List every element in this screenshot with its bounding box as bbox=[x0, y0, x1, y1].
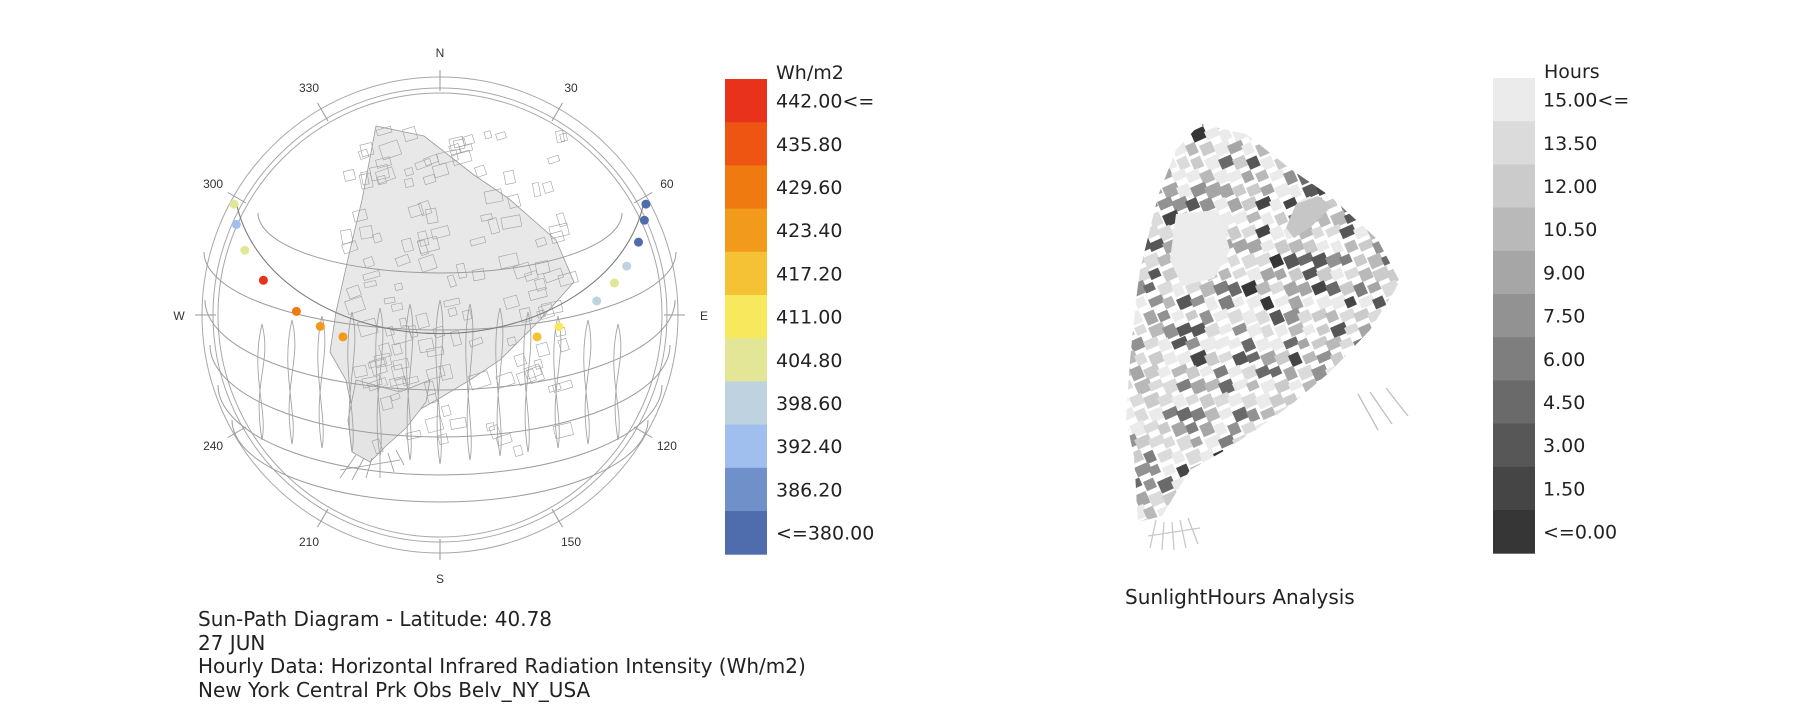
caption-line-title: Sun-Path Diagram - Latitude: 40.78 bbox=[198, 607, 553, 631]
sunlight-legend-swatch bbox=[1493, 294, 1535, 338]
radiation-legend-swatch bbox=[725, 208, 767, 253]
compass-degree-label: 30 bbox=[564, 81, 578, 95]
sun-point bbox=[291, 306, 301, 316]
caption-line-data: Hourly Data: Horizontal Infrared Radiati… bbox=[198, 654, 806, 678]
radiation-legend: 442.00<= 435.80 429.60 423.40 417.20 411.00 40… bbox=[725, 79, 874, 555]
sun-point bbox=[639, 215, 649, 225]
waterfront-park bbox=[1286, 196, 1332, 238]
sunlight-legend-label: 10.50 bbox=[1543, 219, 1597, 241]
site-map-underlay bbox=[329, 125, 579, 481]
caption-line-date: 27 JUN bbox=[198, 630, 266, 655]
sunlight-legend-swatch bbox=[1493, 78, 1535, 122]
sunlight-legend: 15.00<= 13.50 12.00 10.50 9.00 7.50 6.00 4.50 3.… bbox=[1493, 78, 1629, 554]
current-day-path bbox=[235, 200, 645, 335]
compass-degree-label: 240 bbox=[203, 439, 223, 453]
compass-degree-label: 60 bbox=[660, 177, 674, 191]
radiation-legend-unit: Wh/m2 bbox=[776, 62, 844, 84]
sun-point bbox=[240, 245, 250, 255]
sun-point bbox=[258, 275, 268, 285]
sun-point bbox=[231, 219, 241, 229]
radiation-legend-label: 429.60 bbox=[776, 177, 842, 199]
sunpath-caption: Sun-Path Diagram - Latitude: 40.78 27 JU… bbox=[198, 607, 806, 702]
sun-point bbox=[634, 237, 644, 247]
pier-lines bbox=[1147, 517, 1201, 551]
sunlight-legend-swatch bbox=[1493, 337, 1535, 381]
sunlight-site-map bbox=[1126, 124, 1409, 551]
sunlight-legend-label: 3.00 bbox=[1543, 435, 1585, 457]
sunlight-legend-swatch bbox=[1493, 466, 1535, 511]
compass-ticks bbox=[195, 70, 685, 560]
radiation-legend-label: 404.80 bbox=[776, 350, 842, 372]
sunlight-legend-label: 7.50 bbox=[1543, 306, 1585, 328]
radiation-legend-label: 386.20 bbox=[776, 479, 842, 501]
city-blocks-south bbox=[347, 379, 431, 463]
sunlight-hours-map: 15.00<= 13.50 12.00 10.50 9.00 7.50 6.00 4.50 3.… bbox=[1126, 61, 1629, 554]
radiation-legend-swatch bbox=[725, 511, 767, 555]
sun-point bbox=[641, 199, 651, 209]
radiation-legend-label: 417.20 bbox=[776, 263, 842, 285]
compass-label-north: N bbox=[436, 46, 445, 60]
radiation-legend-swatch bbox=[725, 79, 767, 123]
radiation-legend-swatch bbox=[725, 381, 767, 426]
caption-line-location: New York Central Prk Obs Belv_NY_USA bbox=[198, 677, 591, 702]
sun-path-arcs bbox=[203, 212, 677, 503]
sunlight-legend-unit: Hours bbox=[1544, 61, 1600, 83]
sunlight-legend-swatch bbox=[1493, 164, 1535, 209]
open-plaza bbox=[1170, 210, 1230, 286]
sun-point bbox=[554, 322, 564, 332]
sunlight-legend-swatch bbox=[1493, 121, 1535, 165]
analemma-loops bbox=[257, 299, 622, 465]
radiation-legend-swatch bbox=[725, 338, 767, 382]
east-piers bbox=[1357, 387, 1409, 431]
radiation-legend-swatch bbox=[725, 251, 767, 296]
sunlight-legend-swatch bbox=[1493, 380, 1535, 425]
sunlight-legend-label: 9.00 bbox=[1543, 262, 1585, 284]
compass-degree-label: 210 bbox=[299, 535, 319, 549]
sunlight-legend-label: 15.00<= bbox=[1543, 90, 1629, 112]
sunlight-legend-label: 13.50 bbox=[1543, 133, 1597, 155]
compass-degree-label: 120 bbox=[657, 439, 677, 453]
radiation-legend-swatch bbox=[725, 122, 767, 166]
compass-degree-label: 330 bbox=[299, 81, 319, 95]
compass-label-south: S bbox=[436, 572, 444, 586]
sun-point bbox=[592, 296, 602, 306]
sun-point bbox=[622, 261, 632, 271]
radiation-legend-label: 435.80 bbox=[776, 134, 842, 156]
sunlight-legend-label: 4.50 bbox=[1543, 392, 1585, 414]
sunlight-legend-swatch bbox=[1493, 510, 1535, 554]
compass-label-west: W bbox=[173, 309, 185, 323]
sunlight-caption: SunlightHours Analysis bbox=[1125, 585, 1355, 609]
sun-point bbox=[532, 332, 542, 342]
sunlight-legend-label: 6.00 bbox=[1543, 349, 1585, 371]
sunlight-legend-swatch bbox=[1493, 250, 1535, 295]
compass-label-east: E bbox=[700, 309, 708, 323]
radiation-legend-swatch bbox=[725, 165, 767, 210]
radiation-legend-label: 411.00 bbox=[776, 307, 842, 329]
sunlight-hours-figure: 15.00<= 13.50 12.00 10.50 9.00 7.50 6.00 4.50 3.… bbox=[900, 0, 1800, 720]
sunlight-legend-swatch bbox=[1493, 207, 1535, 252]
sun-point bbox=[229, 199, 239, 209]
radiation-legend-label: 392.40 bbox=[776, 436, 842, 458]
sunlight-legend-label: 1.50 bbox=[1543, 478, 1585, 500]
sunlight-legend-label: 12.00 bbox=[1543, 176, 1597, 198]
radiation-legend-swatch bbox=[725, 467, 767, 512]
sunlight-legend-swatch bbox=[1493, 423, 1535, 468]
sun-point bbox=[315, 321, 325, 331]
radiation-legend-label: <=380.00 bbox=[776, 523, 874, 545]
radiation-legend-swatch bbox=[725, 424, 767, 469]
sun-point bbox=[338, 332, 348, 342]
sun-points bbox=[229, 199, 651, 342]
radiation-legend-label: 442.00<= bbox=[776, 91, 874, 113]
compass-degree-label: 300 bbox=[203, 177, 223, 191]
sunlight-legend-label: <=0.00 bbox=[1543, 522, 1617, 544]
compass-degree-label: 150 bbox=[561, 535, 581, 549]
sunpath-figure: N S E W 30 60 120 150 210 240 300 330 442.00<= 4… bbox=[173, 46, 874, 702]
radiation-legend-label: 398.60 bbox=[776, 393, 842, 415]
radiation-legend-label: 423.40 bbox=[776, 220, 842, 242]
sun-point bbox=[609, 278, 619, 288]
radiation-legend-swatch bbox=[725, 295, 767, 339]
